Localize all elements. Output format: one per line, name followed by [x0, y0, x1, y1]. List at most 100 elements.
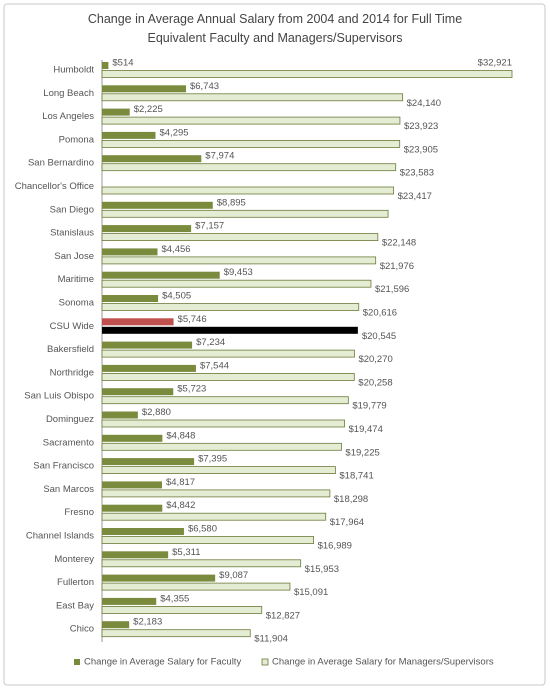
bar [102, 458, 195, 466]
value-label: $2,880 [142, 407, 171, 418]
category-label: Channel Islands [26, 531, 94, 542]
bar [101, 606, 263, 614]
category-label: San Diego [50, 204, 94, 215]
value-label: $4,295 [159, 127, 188, 138]
bar [101, 93, 404, 102]
bar [102, 551, 169, 559]
bar [102, 201, 213, 209]
value-label: $11,904 [254, 634, 288, 645]
bar [102, 131, 156, 139]
bar [102, 85, 186, 93]
category-label: Pomona [59, 134, 95, 145]
bar [102, 411, 138, 419]
category-label: Fullerton [57, 577, 94, 588]
bar [101, 396, 349, 405]
bar [102, 574, 216, 582]
value-label: $4,355 [160, 593, 189, 604]
category-label: San Bernardino [28, 158, 94, 169]
bar [101, 116, 401, 125]
value-label: $16,989 [318, 541, 352, 552]
category-label: Monterey [54, 554, 94, 565]
value-label: $7,974 [205, 151, 234, 162]
bar [101, 233, 379, 242]
value-label: $20,258 [358, 377, 392, 388]
legend-swatch [74, 659, 80, 665]
category-label: Bakersfield [47, 344, 94, 355]
value-label: $4,848 [166, 430, 195, 441]
value-label: $4,505 [162, 291, 191, 302]
bar [101, 303, 360, 311]
value-label: $18,741 [339, 471, 373, 482]
bar [101, 512, 327, 521]
bar [102, 108, 130, 116]
category-label: Long Beach [43, 88, 94, 99]
bar [101, 70, 513, 78]
value-label: $9,087 [219, 570, 248, 581]
value-label: $12,827 [266, 610, 300, 621]
category-label: Northridge [50, 367, 94, 378]
value-label: $19,779 [352, 401, 386, 412]
value-label: $7,544 [200, 360, 229, 371]
bar [102, 434, 163, 442]
bar [101, 442, 342, 451]
value-label: $24,140 [407, 98, 441, 109]
bar [102, 621, 130, 629]
category-label: CSU Wide [50, 321, 94, 332]
bar [102, 225, 192, 233]
category-label: San Francisco [33, 461, 94, 472]
value-label: $23,905 [404, 144, 438, 155]
category-label: San Jose [54, 251, 94, 262]
bar [101, 256, 377, 265]
value-label: $4,456 [161, 244, 190, 255]
value-label: $5,723 [177, 384, 206, 395]
frame [3, 3, 546, 686]
bar [101, 489, 331, 498]
value-label: $20,616 [363, 308, 397, 319]
value-label: $15,091 [294, 587, 328, 598]
value-label: $20,545 [362, 331, 396, 342]
category-label: Chancellor's Office [15, 181, 94, 192]
value-label: $19,225 [345, 447, 379, 458]
category-label: Maritime [58, 274, 94, 285]
value-label: $23,583 [400, 168, 434, 179]
bar [101, 629, 251, 638]
bar [102, 597, 157, 605]
value-label: $5,746 [178, 314, 207, 325]
chart-title: Change in Average Annual Salary from 200… [87, 12, 463, 45]
value-label: $4,842 [166, 500, 195, 511]
value-label: $4,817 [166, 477, 195, 488]
bar [102, 318, 174, 326]
value-label: $21,976 [380, 261, 414, 272]
value-label: $17,964 [330, 517, 364, 528]
category-label: Los Angeles [42, 111, 94, 122]
bar [102, 481, 162, 489]
category-label: Dominguez [46, 414, 94, 425]
bar [102, 62, 109, 69]
legend-label: Change in Average Salary for Faculty [84, 657, 241, 668]
category-label: Stanislaus [50, 228, 94, 239]
category-label: Sacramento [43, 437, 94, 448]
bar [101, 163, 397, 172]
value-label: $20,270 [358, 354, 392, 365]
value-label: $5,311 [172, 547, 200, 558]
bar [102, 295, 159, 302]
category-label: Sonoma [59, 298, 95, 309]
value-label: $19,474 [349, 424, 383, 435]
bar [102, 248, 158, 256]
value-label: $7,234 [196, 337, 225, 348]
bar [102, 326, 358, 334]
bar [101, 349, 355, 358]
value-label: $2,225 [134, 104, 163, 115]
value-label: $23,923 [404, 121, 438, 132]
bar [101, 466, 336, 475]
bar [101, 419, 345, 428]
bar [102, 504, 163, 512]
bar [102, 341, 193, 349]
bar [102, 528, 184, 535]
value-label: $6,580 [188, 524, 217, 535]
bar [102, 388, 174, 396]
category-label: San Luis Obispo [24, 391, 94, 402]
value-label: $21,596 [375, 284, 409, 295]
